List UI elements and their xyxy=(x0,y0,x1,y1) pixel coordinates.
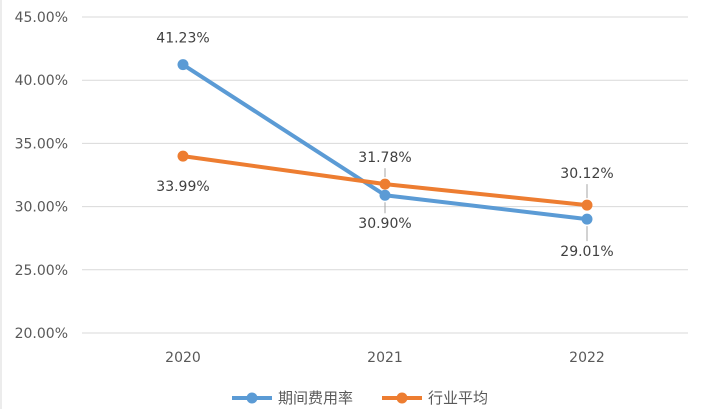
data-point xyxy=(177,150,189,162)
series-lines xyxy=(177,59,593,225)
y-tick-label: 30.00% xyxy=(15,200,68,216)
x-axis: 2020 2021 2022 xyxy=(165,350,605,366)
y-tick-label: 45.00% xyxy=(15,10,68,26)
legend-swatch-marker xyxy=(246,392,258,404)
data-point xyxy=(379,189,391,201)
legend-label: 期间费用率 xyxy=(278,389,353,407)
data-label: 33.99% xyxy=(156,179,209,195)
legend-swatch-marker xyxy=(396,392,408,404)
data-labels: 41.23% 30.90% 29.01% 33.99% 31.78% 30.12% xyxy=(156,31,613,260)
y-tick-label: 25.00% xyxy=(15,263,68,279)
y-tick-label: 35.00% xyxy=(15,136,68,152)
data-label: 30.12% xyxy=(560,166,613,182)
data-point xyxy=(581,199,593,211)
x-tick-label: 2021 xyxy=(367,350,403,366)
data-label: 41.23% xyxy=(156,31,209,47)
data-label: 30.90% xyxy=(358,216,411,232)
data-point xyxy=(177,59,189,71)
data-point xyxy=(379,178,391,190)
x-tick-label: 2022 xyxy=(569,350,605,366)
legend: 期间费用率 行业平均 xyxy=(232,389,488,407)
legend-label: 行业平均 xyxy=(428,389,488,407)
y-tick-label: 20.00% xyxy=(15,326,68,342)
x-tick-label: 2020 xyxy=(165,350,201,366)
data-label: 29.01% xyxy=(560,244,613,260)
y-tick-label: 40.00% xyxy=(15,73,68,89)
data-point xyxy=(581,213,593,225)
data-label: 31.78% xyxy=(358,150,411,166)
y-axis: 20.00% 25.00% 30.00% 35.00% 40.00% 45.00% xyxy=(15,10,68,342)
